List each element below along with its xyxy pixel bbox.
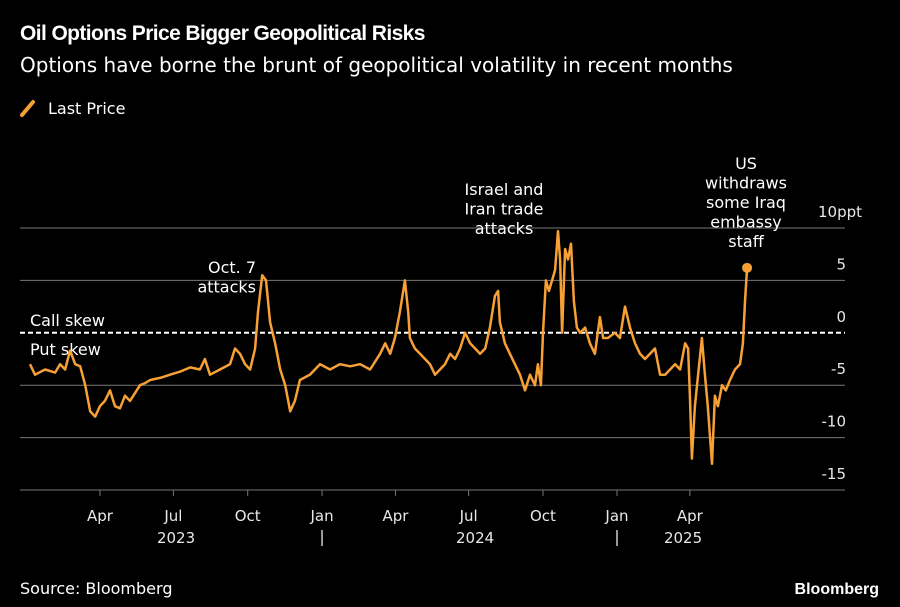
- brand: Bloomberg: [795, 581, 879, 598]
- annotation: US: [735, 154, 757, 173]
- call-skew-label: Call skew: [30, 311, 105, 330]
- legend-swatch: [20, 100, 35, 117]
- annotation: embassy: [710, 213, 782, 232]
- source: Source: Bloomberg: [20, 579, 172, 598]
- x-tick-label: Apr: [677, 507, 704, 525]
- highlight-point: [742, 262, 753, 273]
- put-skew-label: Put skew: [30, 340, 101, 359]
- annotation: Israel and: [465, 180, 544, 199]
- y-tick-label: 5: [836, 255, 846, 273]
- year-label: 2025: [664, 529, 702, 547]
- year-label: 2024: [456, 529, 494, 547]
- x-tick-label: Apr: [383, 507, 410, 525]
- annotation: some Iraq: [706, 193, 786, 212]
- x-tick-label: Apr: [87, 507, 114, 525]
- annotation: Iran trade: [465, 200, 544, 219]
- annotation: withdraws: [705, 174, 787, 193]
- x-tick-label: Jan: [309, 507, 333, 525]
- annotation: staff: [728, 232, 764, 251]
- legend-label: Last Price: [48, 99, 125, 118]
- chart-subtitle: Options have borne the brunt of geopolit…: [20, 53, 733, 77]
- y-tick-label: -10: [822, 413, 847, 431]
- y-tick-label: -15: [822, 465, 847, 483]
- y-tick-label: 10ppt: [818, 203, 862, 221]
- chart-title: Oil Options Price Bigger Geopolitical Ri…: [20, 22, 425, 45]
- series-line: [28, 229, 749, 466]
- x-tick-label: Jan: [604, 507, 628, 525]
- x-tick-label: Oct: [235, 507, 261, 525]
- x-tick-label: Jul: [163, 507, 182, 525]
- y-tick-label: 0: [836, 308, 846, 326]
- x-tick-label: Jul: [459, 507, 478, 525]
- year-label: 2023: [157, 529, 195, 547]
- y-tick-label: -5: [831, 360, 846, 378]
- annotation: attacks: [197, 278, 256, 297]
- annotation: attacks: [475, 219, 534, 238]
- x-tick-label: Oct: [530, 507, 556, 525]
- annotation: Oct. 7: [208, 258, 256, 277]
